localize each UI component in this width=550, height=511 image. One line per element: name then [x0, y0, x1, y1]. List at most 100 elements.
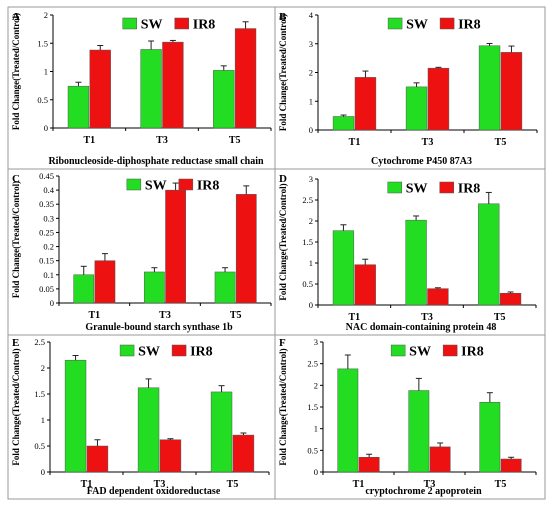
bar-sw-t1 — [332, 116, 355, 131]
y-tick-label: 1 — [309, 96, 313, 106]
legend-label-sw: SW — [145, 179, 167, 194]
y-tick-label: 2.5 — [302, 195, 313, 205]
legend-swatch-ir8 — [171, 344, 187, 357]
y-tick-label: 1.5 — [34, 389, 45, 399]
x-category-label: T1 — [353, 479, 365, 490]
legend-swatch-sw — [387, 181, 403, 194]
x-category-label: T5 — [495, 479, 507, 490]
x-category-label: T3 — [156, 135, 168, 146]
bar-sw-t3 — [408, 390, 430, 473]
y-axis-label: Fold Change(Treated/Control) — [11, 181, 21, 298]
y-tick-label: 1.5 — [302, 237, 313, 247]
panel-e: E 0 0.5 1 1.5 2 2.5 T1 T3 T5 Fold Change(Treated/C… — [7, 334, 276, 500]
y-tick-label: 0 — [309, 125, 313, 135]
legend-swatch-ir8 — [439, 17, 455, 30]
x-category-label: T5 — [495, 137, 507, 148]
legend-swatch-sw — [390, 344, 406, 357]
y-tick-label: 0 — [309, 300, 313, 310]
y-tick-label: 1 — [309, 258, 313, 268]
x-category-label: T3 — [424, 479, 436, 490]
y-axis-label: Fold Change(Treated/Control) — [11, 13, 21, 130]
bar-ir8-t1 — [89, 49, 111, 129]
bar-ir8-t1 — [358, 457, 380, 473]
x-category-label: T3 — [154, 479, 166, 490]
y-tick-label: 0 — [41, 467, 45, 477]
bar-ir8-t1 — [354, 264, 376, 306]
legend-label-sw: SW — [406, 18, 428, 33]
y-tick-label: 0.5 — [307, 445, 318, 455]
x-axis-label: Ribonucleoside-diphosphate reductase sma… — [48, 156, 264, 167]
bar-ir8-t5 — [234, 28, 257, 129]
y-tick-label: 0 — [44, 123, 48, 133]
legend-label-sw: SW — [141, 18, 163, 33]
y-tick-label: 0.15 — [39, 256, 54, 266]
bar-ir8-t5 — [499, 292, 522, 306]
y-tick-label: 0.5 — [34, 441, 45, 451]
legend-swatch-sw — [119, 344, 135, 357]
x-axis-label: FAD dependent oxidoreductase — [87, 486, 221, 497]
y-tick-label: 0 — [50, 298, 54, 308]
bar-ir8-t3 — [429, 446, 451, 473]
y-tick-label: 3 — [309, 39, 313, 49]
x-category-label: T3 — [421, 312, 433, 323]
bar-sw-t3 — [144, 271, 165, 304]
legend-label-ir8: IR8 — [193, 18, 216, 33]
bar-sw-t1 — [332, 230, 355, 306]
legend-swatch-ir8 — [174, 17, 190, 30]
panel-frame — [274, 334, 546, 500]
y-tick-label: 0 — [314, 467, 318, 477]
bar-ir8-t1 — [86, 445, 109, 473]
bar-ir8-t5 — [232, 434, 255, 473]
legend-label-sw: SW — [138, 345, 160, 360]
bar-sw-t3 — [137, 387, 160, 473]
x-category-label: T5 — [229, 135, 241, 146]
legend-swatch-sw — [126, 178, 142, 191]
legend-swatch-sw — [387, 17, 403, 30]
panel-b: B 0 1 2 3 4 T1 T3 T5 Fold Change(Treated/Control)… — [274, 6, 546, 170]
y-tick-label: 2 — [314, 380, 318, 390]
bar-sw-t3 — [405, 219, 427, 306]
y-tick-label: 0.05 — [39, 284, 54, 294]
panel-label: A — [12, 11, 20, 23]
bar-ir8-t5 — [235, 194, 257, 304]
y-axis-label: Fold Change(Treated/Control) — [278, 14, 288, 131]
panel-f: F 0 0.5 1 1.5 2 2.5 3 T1 T3 T5 Fold Change(Treated/… — [274, 334, 546, 500]
x-category-label: T3 — [159, 310, 171, 321]
y-tick-label: 0.2 — [43, 242, 54, 252]
bar-sw-t5 — [478, 45, 501, 131]
bar-ir8-t3 — [427, 67, 450, 131]
bar-ir8-t5 — [500, 458, 522, 473]
y-tick-label: 0.45 — [39, 171, 54, 181]
legend-swatch-sw — [122, 17, 138, 30]
x-category-label: T1 — [349, 137, 361, 148]
bar-sw-t3 — [405, 86, 428, 131]
bar-sw-t5 — [213, 70, 235, 129]
y-tick-label: 2 — [44, 10, 48, 20]
panel-label: C — [12, 173, 20, 185]
legend-label-ir8: IR8 — [461, 345, 484, 360]
x-category-label: T3 — [422, 137, 434, 148]
bar-ir8-t5 — [500, 52, 523, 131]
y-tick-label: 0.5 — [302, 279, 313, 289]
y-axis-label: Fold Change(Treated/Control) — [11, 348, 21, 465]
panel-a: A 0 0.5 1 1.5 2 T1 T3 T5 Fold Change(Treated/Cont… — [7, 6, 276, 170]
x-category-label: T1 — [83, 135, 95, 146]
legend-label-ir8: IR8 — [197, 179, 220, 194]
legend-label-sw: SW — [406, 182, 428, 197]
bar-ir8-t1 — [94, 260, 116, 304]
bar-sw-t3 — [140, 49, 162, 129]
bar-sw-t1 — [64, 359, 87, 473]
bar-sw-t5 — [210, 391, 233, 473]
bar-sw-t5 — [479, 401, 501, 473]
bar-sw-t1 — [67, 85, 90, 129]
legend-swatch-ir8 — [439, 181, 455, 194]
bar-ir8-t3 — [427, 288, 449, 306]
y-tick-label: 0.35 — [39, 199, 54, 209]
bar-ir8-t3 — [165, 189, 186, 304]
y-tick-label: 1.5 — [37, 38, 48, 48]
x-axis-label: Granule-bound starch synthase 1b — [85, 322, 233, 333]
y-tick-label: 4 — [309, 10, 314, 20]
x-category-label: T5 — [230, 310, 242, 321]
